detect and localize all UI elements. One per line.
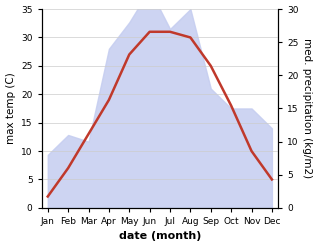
Y-axis label: max temp (C): max temp (C) — [5, 73, 16, 144]
Y-axis label: med. precipitation (kg/m2): med. precipitation (kg/m2) — [302, 38, 313, 179]
X-axis label: date (month): date (month) — [119, 231, 201, 242]
